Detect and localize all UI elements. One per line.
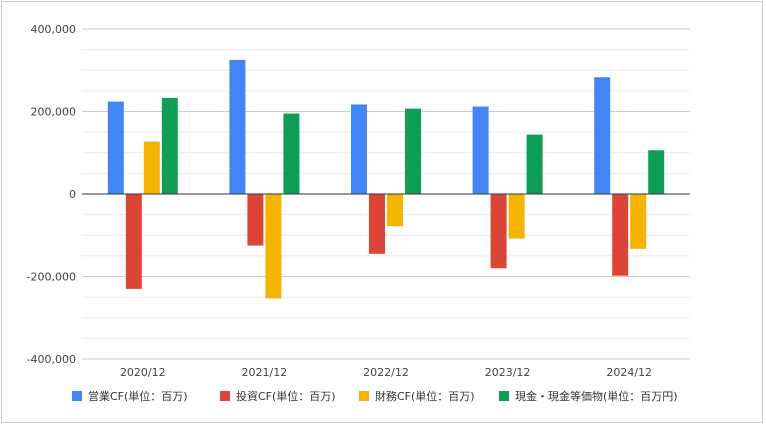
bar-series3-2024-12[interactable]: [648, 150, 665, 194]
bar-series0-2024-12[interactable]: [594, 77, 611, 194]
bar-series2-2021-12[interactable]: [265, 194, 282, 299]
legend-swatch: [499, 391, 509, 401]
x-tick-label: 2021/12: [242, 366, 288, 379]
bar-series1-2021-12[interactable]: [247, 194, 264, 246]
x-tick-label: 2023/12: [485, 366, 531, 379]
x-tick-label: 2022/12: [363, 366, 409, 379]
legend-label: 投資CF(単位：百万): [236, 389, 336, 403]
bar-series0-2022-12[interactable]: [351, 104, 367, 194]
bar-series3-2020-12[interactable]: [161, 97, 178, 194]
bar-series2-2022-12[interactable]: [387, 194, 403, 227]
y-tick-label: 400,000: [31, 23, 77, 36]
legend-swatch: [72, 391, 82, 401]
bar-series1-2022-12[interactable]: [369, 194, 385, 254]
bar-series2-2023-12[interactable]: [508, 194, 525, 239]
y-axis-ticks: 400,000 200,000 0 -200,000 -400,000: [27, 23, 76, 366]
bar-series2-2020-12[interactable]: [143, 141, 160, 194]
legend-label: 現金・現金等価物(単位：百万円): [515, 389, 678, 403]
y-tick-label: 200,000: [31, 106, 77, 119]
legend-label: 財務CF(単位：百万): [375, 389, 475, 403]
bar-series3-2022-12[interactable]: [405, 108, 421, 194]
bar-series3-2023-12[interactable]: [526, 134, 543, 194]
bar-series1-2020-12[interactable]: [125, 194, 142, 289]
y-tick-label: -400,000: [27, 353, 76, 366]
y-tick-label: -200,000: [27, 271, 76, 284]
x-tick-label: 2024/12: [606, 366, 652, 379]
legend: 営業CF(単位：百万) 投資CF(単位：百万) 財務CF(単位：百万) 現金・現…: [72, 389, 678, 403]
bar-series0-2023-12[interactable]: [472, 106, 489, 194]
legend-item-investing-cf[interactable]: 投資CF(単位：百万): [220, 389, 336, 403]
legend-item-cash-equivalents[interactable]: 現金・現金等価物(単位：百万円): [499, 389, 678, 403]
legend-label: 営業CF(単位：百万): [88, 389, 188, 403]
bar-series0-2021-12[interactable]: [229, 59, 246, 194]
bar-series3-2021-12[interactable]: [283, 113, 300, 194]
y-tick-label: 0: [69, 188, 76, 201]
x-tick-label: 2020/12: [120, 366, 166, 379]
legend-item-operating-cf[interactable]: 営業CF(単位：百万): [72, 389, 188, 403]
bar-series1-2024-12[interactable]: [612, 194, 629, 276]
bar-marks: [107, 59, 665, 299]
legend-item-financing-cf[interactable]: 財務CF(単位：百万): [359, 389, 475, 403]
bar-series1-2023-12[interactable]: [490, 194, 507, 269]
legend-swatch: [359, 391, 369, 401]
legend-swatch: [220, 391, 230, 401]
bar-series2-2024-12[interactable]: [630, 194, 647, 249]
bar-series0-2020-12[interactable]: [107, 101, 124, 194]
x-axis-ticks: 2020/12 2021/12 2022/12 2023/12 2024/12: [120, 366, 652, 379]
